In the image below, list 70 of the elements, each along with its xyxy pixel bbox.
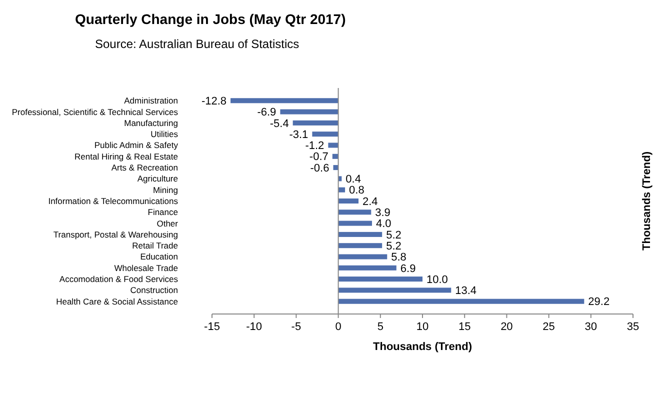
x-tick-label: 10 <box>416 321 429 333</box>
y-tick-label: Retail Trade <box>132 240 178 251</box>
bar <box>338 220 372 226</box>
y-tick-label: Rental Hiring & Real Estate <box>74 151 178 162</box>
chart-title: Quarterly Change in Jobs (May Qtr 2017) <box>75 11 346 27</box>
bar <box>230 98 338 104</box>
x-tick-label: -15 <box>204 321 220 333</box>
bar <box>338 298 584 304</box>
data-label: 4.0 <box>376 218 392 230</box>
bar <box>332 154 338 159</box>
bar <box>280 109 338 114</box>
bar <box>338 198 359 204</box>
data-label: 0.8 <box>349 184 364 197</box>
data-label: -6.9 <box>257 106 276 119</box>
x-tick-label: 5 <box>377 321 384 333</box>
data-label: -0.7 <box>309 151 328 164</box>
y-tick-label: Education <box>140 252 178 262</box>
x-axis-title: Thousands (Trend) <box>373 341 472 353</box>
data-label: 5.2 <box>386 229 402 242</box>
data-label: 2.4 <box>362 196 378 208</box>
bar <box>292 120 338 126</box>
y-tick-label: Construction <box>130 285 178 296</box>
data-label: 6.9 <box>400 262 416 275</box>
data-label: 5.8 <box>391 252 406 264</box>
x-tick-label: 30 <box>584 321 598 333</box>
y-tick-label: Professional, Scientific & Technical Services <box>12 106 178 117</box>
bar <box>338 276 422 282</box>
y-tick-label: Other <box>156 218 178 228</box>
data-label: -3.1 <box>289 128 308 141</box>
bar <box>338 210 372 215</box>
bar <box>312 132 338 137</box>
bar <box>338 265 396 270</box>
data-label: 5.2 <box>386 240 402 252</box>
y-tick-label: Mining <box>152 184 178 195</box>
x-tick-label: 20 <box>500 321 513 333</box>
y-tick-label: Arts & Recreation <box>111 162 178 173</box>
y-tick-label: Agriculture <box>137 174 178 184</box>
x-tick-label: 15 <box>458 321 471 333</box>
data-label: -1.2 <box>305 140 324 152</box>
y-axis-title: Thousands (Trend) <box>641 151 653 250</box>
data-label: -5.4 <box>270 118 289 130</box>
x-tick-label: 25 <box>542 321 555 333</box>
y-tick-label: Health Care & Social Assistance <box>56 296 178 306</box>
y-tick-label: Wholesale Trade <box>114 262 178 273</box>
data-label: 0.4 <box>346 174 361 186</box>
x-tick-label: -10 <box>246 321 262 333</box>
bar <box>338 232 382 237</box>
y-tick-label: Administration <box>124 96 178 106</box>
data-label: 29.2 <box>588 296 610 308</box>
y-tick-label: Manufacturing <box>124 118 178 128</box>
data-label: 3.9 <box>375 207 390 219</box>
y-tick-label: Transport, Postal & Warehousing <box>53 229 178 240</box>
bar <box>338 243 382 248</box>
y-tick-label: Accomodation & Food Services <box>59 274 178 284</box>
data-label: 10.0 <box>426 274 448 286</box>
y-tick-label: Information & Telecommunications <box>48 196 178 206</box>
data-label: -12.8 <box>201 95 227 108</box>
bar <box>333 165 338 170</box>
chart-subtitle: Source: Australian Bureau of Statistics <box>95 37 300 51</box>
bar <box>338 288 452 293</box>
data-label: -0.6 <box>310 162 330 174</box>
bar <box>328 142 338 148</box>
y-tick-label: Utilities <box>150 129 178 140</box>
x-tick-label: -5 <box>291 321 302 333</box>
x-tick-label: 35 <box>626 321 640 333</box>
y-tick-label: Public Admin & Safety <box>94 140 179 150</box>
y-tick-label: Finance <box>148 207 178 218</box>
data-label: 13.4 <box>455 285 477 298</box>
bar <box>338 254 388 260</box>
x-tick-label: 0 <box>335 321 342 333</box>
